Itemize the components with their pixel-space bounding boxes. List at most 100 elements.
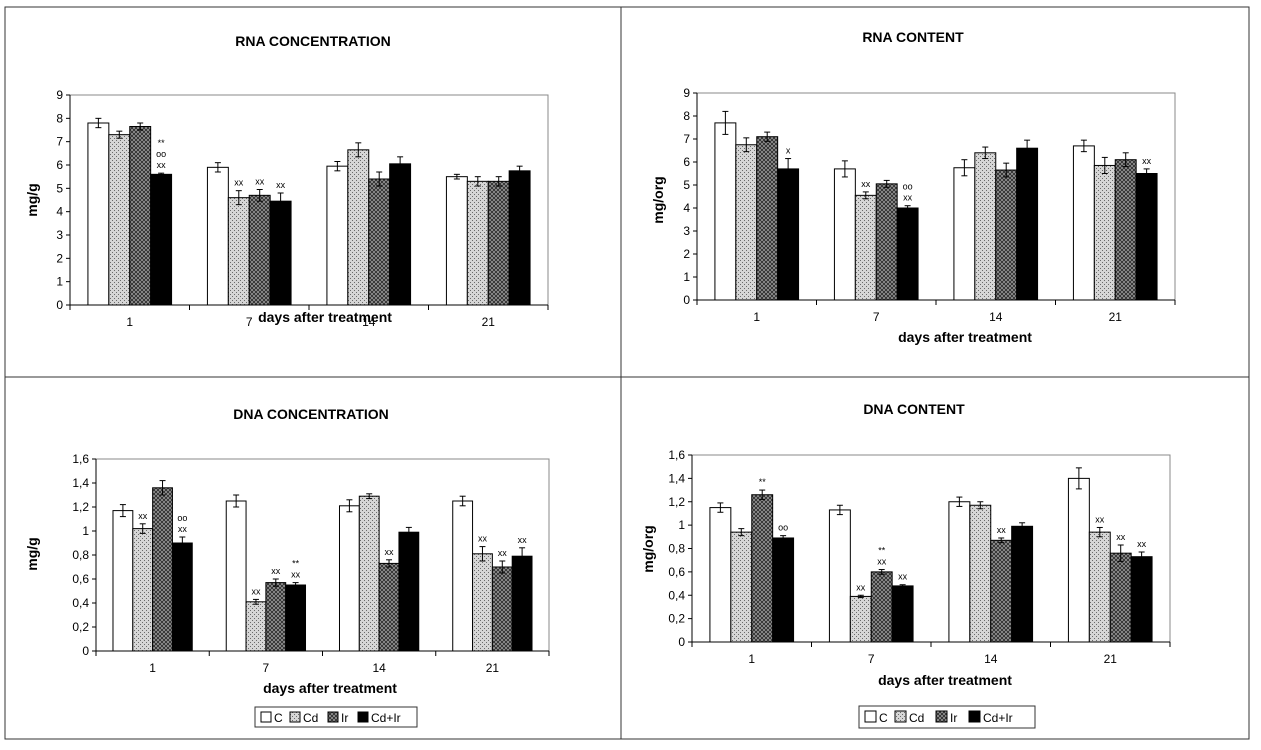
error-bar-cd-day-14 (977, 501, 984, 510)
error-bar-c-day-14 (334, 161, 341, 172)
bar-cd-ir-day-21 (1130, 556, 1153, 643)
x-tick-label: 1 (753, 310, 760, 324)
y-tick-label: 0,6 (668, 565, 685, 579)
error-bar-ir-day-21 (495, 176, 502, 187)
legend-swatch-cd (289, 711, 301, 723)
y-tick-label: 0,8 (72, 548, 89, 562)
legend-dna-concentration: C Cd Ir Cd+Ir (254, 706, 418, 728)
y-tick-label: 0 (683, 293, 690, 307)
error-bar-c-day-21 (1075, 467, 1082, 490)
y-tick-label: 6 (683, 155, 690, 169)
bar-ir-day-21 (491, 566, 513, 652)
bar-ir-day-7 (248, 194, 271, 306)
significance-mark: xx (291, 570, 301, 580)
significance-mark: xx (157, 160, 167, 170)
x-axis-label-rna-concentration: days after treatment (258, 309, 392, 325)
bar-cd-ir-day-14 (389, 163, 412, 306)
y-tick-label: 0,2 (72, 620, 89, 634)
legend-swatch-c (864, 710, 877, 723)
y-tick-label: 2 (56, 251, 63, 265)
legend-swatch-cd (894, 710, 907, 723)
y-axis-label-dna-concentration: mg/g (24, 537, 40, 570)
bar-cd-day-14 (974, 152, 997, 301)
bar-ir-day-14 (990, 539, 1013, 643)
bar-ir-day-7 (265, 582, 287, 652)
error-bar-c-day-14 (956, 496, 963, 507)
bar-cd-day-14 (358, 495, 380, 652)
error-bar-cd-ir-day-7 (899, 584, 906, 588)
error-bar-cd-day-1 (139, 523, 146, 534)
error-bar-c-day-7 (233, 494, 240, 508)
y-tick-label: 1,2 (72, 500, 89, 514)
error-bar-c-day-7 (836, 504, 843, 516)
y-tick-label: 4 (683, 201, 690, 215)
significance-mark: ** (292, 559, 300, 569)
bar-ir-day-14 (378, 562, 400, 652)
error-bar-cd-day-14 (355, 142, 362, 158)
legend-label-c: C (274, 711, 283, 725)
x-tick-label: 14 (362, 315, 376, 329)
bar-cd-day-14 (969, 504, 992, 643)
error-bar-c-day-1 (119, 504, 126, 518)
error-bar-cd-ir-day-14 (1024, 139, 1031, 157)
significance-mark: xx (178, 524, 188, 534)
chart-title-dna-content: DNA CONTENT (863, 401, 965, 417)
bar-ir-day-21 (1109, 552, 1132, 643)
bar-ir-day-21 (487, 180, 510, 306)
bar-cd-ir-day-7 (269, 200, 292, 306)
bar-c-day-21 (1072, 145, 1095, 301)
bar-c-day-7 (828, 509, 851, 643)
error-bar-c-day-7 (214, 162, 221, 173)
y-tick-label: 0 (56, 298, 63, 312)
error-bar-ir-day-1 (759, 489, 766, 500)
error-bar-ir-day-1 (159, 480, 166, 496)
significance-mark: xx (478, 534, 488, 544)
bar-cd-ir-day-14 (1016, 147, 1039, 301)
bar-cd-day-14 (347, 149, 370, 306)
significance-mark: xx (138, 511, 148, 521)
significance-mark: oo (778, 523, 788, 533)
x-tick-label: 7 (263, 661, 270, 675)
y-axis-label-rna-content: mg/org (650, 176, 666, 223)
error-bar-cd-day-7 (857, 594, 864, 599)
bar-c-day-14 (338, 505, 360, 652)
bar-ir-day-1 (152, 487, 173, 652)
significance-mark: xx (1116, 532, 1126, 542)
significance-mark: xx (234, 178, 244, 188)
x-tick-label: 21 (482, 315, 496, 329)
x-axis-label-dna-concentration: days after treatment (263, 680, 397, 696)
x-tick-label: 1 (126, 315, 133, 329)
error-bar-cd-day-21 (1101, 156, 1108, 174)
error-bar-cd-day-7 (252, 598, 259, 605)
significance-mark: xx (518, 535, 528, 545)
error-bar-cd-ir-day-21 (1143, 168, 1150, 179)
error-bar-c-day-14 (961, 159, 968, 177)
error-bar-ir-day-7 (878, 569, 885, 575)
y-tick-label: 1,2 (668, 495, 685, 509)
y-tick-label: 3 (56, 228, 63, 242)
chart-title-dna-concentration: DNA CONCENTRATION (233, 406, 389, 422)
legend-swatch-ir (935, 710, 948, 723)
y-tick-label: 1 (56, 275, 63, 289)
bar-ir-day-1 (751, 494, 774, 643)
bar-cd-day-1 (730, 531, 753, 643)
y-tick-label: 1,6 (72, 452, 89, 466)
error-bar-cd-day-1 (738, 528, 745, 537)
error-bar-ir-day-7 (883, 179, 890, 188)
y-tick-label: 3 (683, 224, 690, 238)
bar-cd-ir-day-14 (1011, 525, 1034, 643)
bar-c-day-1 (87, 122, 110, 306)
significance-mark: xx (1095, 514, 1105, 524)
significance-mark: ** (759, 477, 767, 487)
bar-c-day-1 (112, 510, 134, 652)
legend-label-ir: Ir (950, 711, 957, 725)
bar-c-day-14 (326, 165, 349, 306)
legend-label-cd: Cd (909, 711, 924, 725)
error-bar-cd-ir-day-21 (519, 547, 526, 566)
significance-mark: xx (856, 582, 866, 592)
error-bar-ir-day-7 (272, 578, 279, 587)
bar-c-day-1 (709, 507, 732, 643)
bar-cd-ir-day-1 (772, 537, 795, 643)
y-tick-label: 0,8 (668, 542, 685, 556)
